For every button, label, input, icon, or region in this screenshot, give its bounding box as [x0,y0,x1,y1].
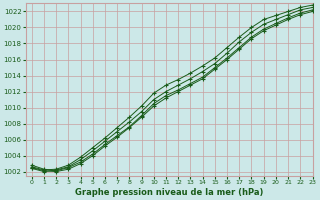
X-axis label: Graphe pression niveau de la mer (hPa): Graphe pression niveau de la mer (hPa) [75,188,263,197]
